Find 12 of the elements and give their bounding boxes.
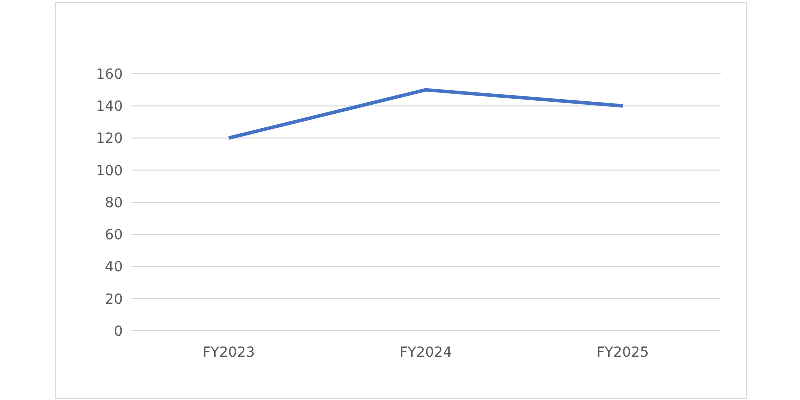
x-tick-label: FY2025 bbox=[596, 344, 650, 361]
y-tick-label: 100 bbox=[96, 163, 123, 180]
x-tick-label: FY2023 bbox=[202, 344, 256, 361]
y-tick-label: 60 bbox=[105, 228, 123, 244]
x-tick-label: FY2024 bbox=[400, 344, 452, 361]
y-tick-label: 20 bbox=[105, 292, 123, 308]
y-tick-label: 140 bbox=[96, 99, 123, 116]
y-tick-label: 40 bbox=[105, 260, 123, 276]
y-tick-label: 120 bbox=[96, 131, 123, 148]
y-tick-label: 80 bbox=[105, 195, 123, 212]
y-tick-label: 0 bbox=[114, 324, 123, 340]
y-tick-label: 160 bbox=[96, 66, 123, 83]
